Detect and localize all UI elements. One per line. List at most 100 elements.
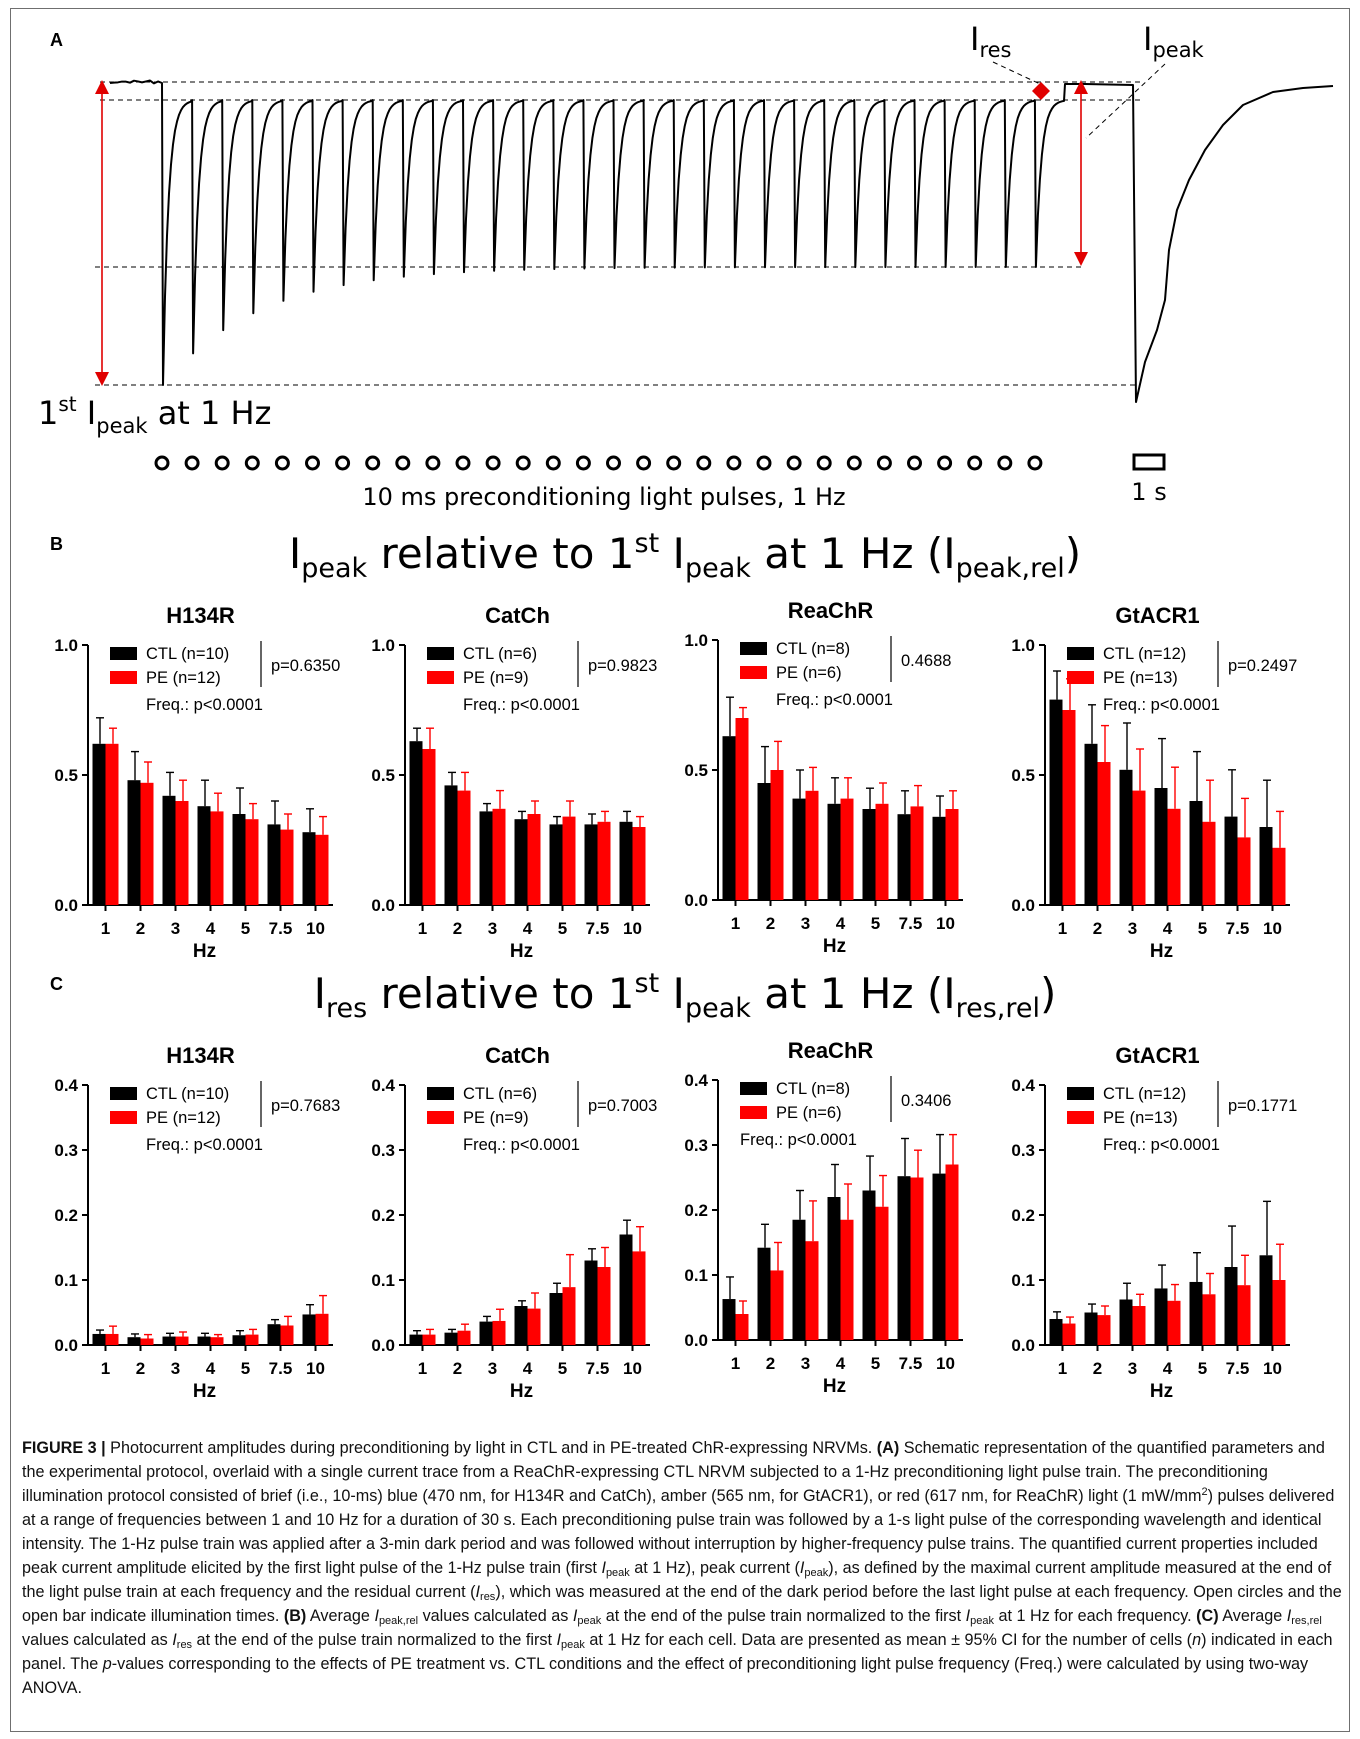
x-axis-label: Hz (510, 941, 533, 962)
y-tick-label: 0.3 (54, 1141, 78, 1160)
light-pulse-circle (246, 457, 258, 469)
title-part: relative to 1 (367, 969, 634, 1018)
y-tick-label: 1.0 (684, 631, 708, 650)
ctl-bar (128, 780, 141, 905)
y-tick-label: 0.4 (371, 1076, 395, 1095)
current-trace (110, 81, 1333, 402)
ctl-bar (233, 814, 246, 905)
ctl-bar (1225, 817, 1238, 905)
pe-bar (246, 819, 259, 905)
ipeak-arrow-head-down (1074, 252, 1088, 266)
light-pulse-circle (878, 457, 890, 469)
y-tick-label: 0.1 (371, 1271, 395, 1290)
x-tick-label: 1 (1058, 919, 1067, 938)
ctl-bar (303, 832, 316, 905)
x-tick-label: 3 (171, 1359, 180, 1378)
title-part: I (659, 969, 685, 1018)
ctl-bar (620, 1235, 633, 1346)
ctl-legend-label: CTL (n=10) (146, 645, 229, 663)
y-tick-label: 0.0 (371, 1336, 395, 1355)
pe-bar (633, 1251, 646, 1345)
light-pulse-circle (698, 457, 710, 469)
panel-c-letter: C (50, 974, 63, 994)
x-tick-label: 1 (101, 919, 110, 938)
pe-bar (598, 1267, 611, 1345)
ctl-bar (550, 1293, 563, 1345)
pe-bar (1168, 1301, 1181, 1345)
chart-title: H134R (166, 603, 235, 628)
panel-b: B Ipeak relative to 1st Ipeak at 1 Hz (I… (50, 528, 1081, 584)
pe-bar (841, 1220, 854, 1340)
x-tick-label: 1 (1058, 1359, 1067, 1378)
ctl-bar (1260, 1255, 1273, 1345)
chart-c-catch: CatCh 0.0 0.1 0.2 0.3 0.4 1 2 3 4 5 7.5 10 Hz CTL (n=6… (371, 1043, 657, 1402)
pe-legend-swatch (740, 666, 767, 679)
x-tick-label: 2 (136, 919, 145, 938)
pe-bar (1098, 762, 1111, 905)
light-pulse-circle (427, 457, 439, 469)
scale-label: 1 s (1131, 478, 1166, 506)
ctl-legend-label: CTL (n=8) (776, 1080, 850, 1098)
pe-bar (1133, 1306, 1146, 1345)
ctl-legend-swatch (110, 1087, 137, 1100)
ctl-bar (163, 1337, 176, 1345)
y-tick-label: 1.0 (54, 636, 78, 655)
pe-bar (946, 1165, 959, 1341)
x-tick-label: 4 (523, 919, 533, 938)
pe-legend-label: PE (n=12) (146, 1109, 221, 1127)
figure-caption: FIGURE 3 | Photocurrent amplitudes durin… (22, 1436, 1342, 1700)
pe-bar (1063, 1324, 1076, 1345)
ctl-bar (863, 809, 876, 900)
title-part: res,rel (956, 993, 1040, 1024)
pe-legend-label: PE (n=9) (463, 669, 529, 687)
y-tick-label: 0.0 (371, 896, 395, 915)
pe-legend-label: PE (n=6) (776, 664, 842, 682)
ctl-bar (1190, 801, 1203, 905)
panel-c: C Ires relative to 1st Ipeak at 1 Hz (Ir… (50, 968, 1056, 1024)
ctl-bar (1225, 1267, 1238, 1345)
y-tick-label: 0.0 (1011, 1336, 1035, 1355)
x-axis-label: Hz (193, 941, 216, 962)
ctl-bar (198, 1337, 211, 1345)
x-tick-label: 5 (558, 1359, 567, 1378)
pe-bar (141, 1339, 154, 1346)
chart-title: ReaChR (788, 1038, 874, 1063)
y-tick-label: 0.3 (1011, 1141, 1035, 1160)
x-tick-label: 7.5 (899, 1354, 923, 1373)
title-part: I (289, 529, 301, 578)
light-pulse-circle (638, 457, 650, 469)
ctl-bar (1190, 1282, 1203, 1345)
x-tick-label: 7.5 (586, 1359, 610, 1378)
ctl-legend-label: CTL (n=12) (1103, 645, 1186, 663)
x-axis-label: Hz (823, 936, 846, 957)
title-part: I (314, 969, 326, 1018)
x-tick-label: 2 (1093, 919, 1102, 938)
x-tick-label: 2 (453, 919, 462, 938)
title-part: peak (301, 553, 367, 584)
caption-figure-label: FIGURE 3 | (22, 1439, 106, 1457)
ctl-bar (410, 1335, 423, 1345)
pe-bar (1203, 822, 1216, 905)
pe-bar (281, 1326, 294, 1346)
title-part: peak (685, 993, 751, 1024)
title-part: st (635, 968, 660, 999)
figure-canvas: A Ires Ipeak 1st Ipeak at 1 Hz 10 ms pre… (0, 0, 1360, 1430)
pe-bar (1238, 837, 1251, 905)
x-tick-label: 7.5 (1226, 1359, 1250, 1378)
chart-title: GtACR1 (1115, 603, 1199, 628)
pe-bar (176, 801, 189, 905)
light-pulse-circle (397, 457, 409, 469)
x-tick-label: 7.5 (269, 919, 293, 938)
ctl-legend-label: CTL (n=12) (1103, 1085, 1186, 1103)
pe-bar (911, 1178, 924, 1341)
light-pulse-circle (1029, 457, 1041, 469)
pe-legend-swatch (427, 1111, 454, 1124)
ctl-bar (898, 1176, 911, 1340)
p-value: p=0.1771 (1228, 1097, 1297, 1115)
pe-bar (528, 814, 541, 905)
ctl-bar (128, 1337, 141, 1345)
p-value: 0.4688 (901, 652, 951, 670)
ctl-bar (1155, 788, 1168, 905)
x-tick-label: 1 (418, 1359, 427, 1378)
pe-legend-swatch (110, 1111, 137, 1124)
